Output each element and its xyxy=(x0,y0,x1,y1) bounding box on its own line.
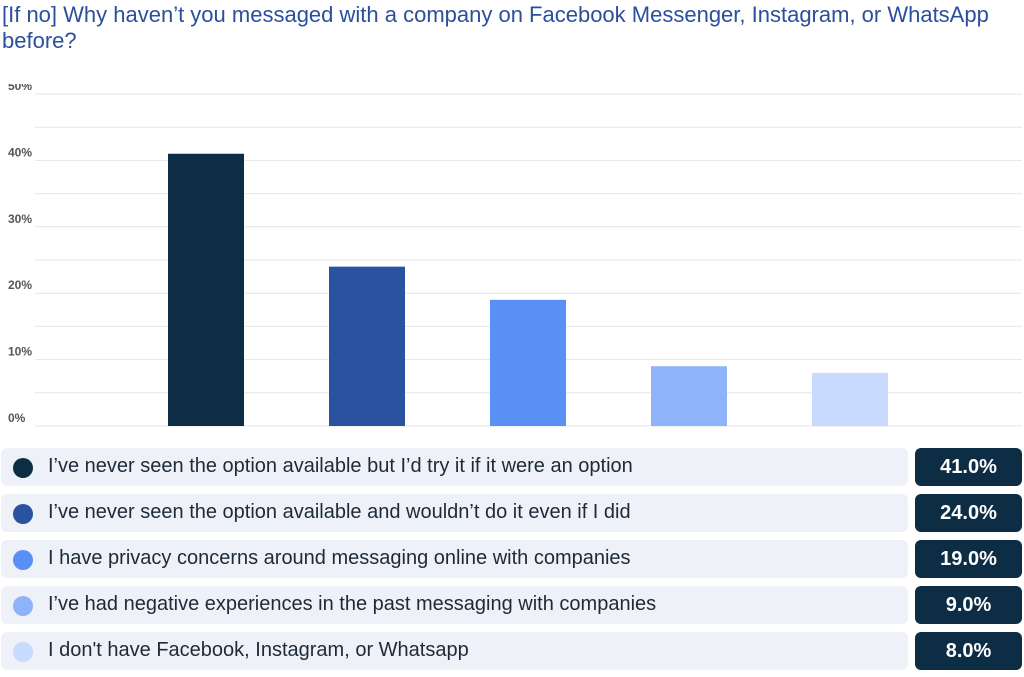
y-tick-label: 30% xyxy=(8,212,32,226)
legend-swatch xyxy=(13,458,33,478)
value-label: 9.0% xyxy=(915,586,1022,624)
legend-label: I’ve had negative experiences in the pas… xyxy=(48,593,657,615)
bar-3 xyxy=(490,299,566,426)
y-axis-ticks: 0% 10% 20% 30% 40% 50% xyxy=(8,84,32,425)
legend-swatch xyxy=(13,504,33,524)
y-tick-label: 50% xyxy=(8,84,32,93)
value-label: 19.0% xyxy=(915,540,1022,578)
legend-label: I don't have Facebook, Instagram, or Wha… xyxy=(48,639,469,661)
legend-label-box: I’ve had negative experiences in the pas… xyxy=(1,586,908,624)
bar-chart: 0% 10% 20% 30% 40% 50% xyxy=(8,84,1022,427)
legend-item: I’ve had negative experiences in the pas… xyxy=(0,585,1024,631)
legend-label: I’ve never seen the option available and… xyxy=(48,501,631,523)
legend-item: I have privacy concerns around messaging… xyxy=(0,539,1024,585)
legend-label: I have privacy concerns around messaging… xyxy=(48,547,631,569)
y-tick-label: 10% xyxy=(8,345,32,359)
legend-label: I’ve never seen the option available but… xyxy=(48,455,633,477)
legend-label-box: I’ve never seen the option available but… xyxy=(1,448,908,486)
legend: I’ve never seen the option available but… xyxy=(0,447,1024,677)
value-label: 8.0% xyxy=(915,632,1022,670)
legend-swatch xyxy=(13,596,33,616)
legend-label-box: I have privacy concerns around messaging… xyxy=(1,540,908,578)
legend-swatch xyxy=(13,642,33,662)
bars xyxy=(168,153,888,426)
y-tick-label: 20% xyxy=(8,278,32,292)
legend-item: I don't have Facebook, Instagram, or Wha… xyxy=(0,631,1024,677)
y-tick-label: 40% xyxy=(8,145,32,159)
value-label: 41.0% xyxy=(915,448,1022,486)
chart-title: [If no] Why haven’t you messaged with a … xyxy=(2,2,989,53)
legend-item: I’ve never seen the option available but… xyxy=(0,447,1024,493)
bar-4 xyxy=(651,366,727,426)
legend-label-box: I’ve never seen the option available and… xyxy=(1,494,908,532)
bar-5 xyxy=(812,372,888,426)
legend-swatch xyxy=(13,550,33,570)
bar-2 xyxy=(329,266,405,426)
value-label: 24.0% xyxy=(915,494,1022,532)
legend-label-box: I don't have Facebook, Instagram, or Wha… xyxy=(1,632,908,670)
bar-1 xyxy=(168,153,244,426)
y-tick-label: 0% xyxy=(8,411,26,425)
legend-item: I’ve never seen the option available and… xyxy=(0,493,1024,539)
